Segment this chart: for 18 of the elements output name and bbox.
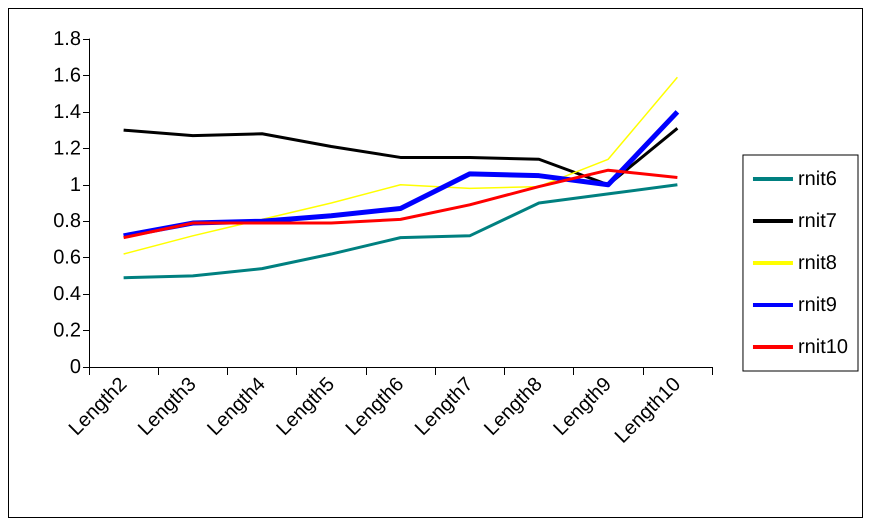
y-tick-label: 1.6 [53,64,81,86]
legend-label: rnit9 [798,294,837,316]
legend-label: rnit7 [798,210,837,232]
y-tick-label: 1.4 [53,100,81,123]
y-tick-label: 0.8 [53,210,81,232]
line-series [122,183,679,280]
legend-label: rnit6 [798,168,837,190]
y-tick-label: 0.4 [53,283,81,306]
y-tick-label: 0 [70,356,81,378]
y-tick-label: 1.2 [53,137,81,160]
legend-label: rnit10 [798,336,848,358]
line-series [122,168,679,240]
line-series [122,76,678,255]
y-tick-label: 1.8 [53,28,81,50]
legend-label: rnit8 [798,252,837,274]
y-tick-label: 1 [70,174,81,196]
y-tick-label: 0.2 [53,320,81,342]
y-tick-label: 0.6 [53,246,81,269]
